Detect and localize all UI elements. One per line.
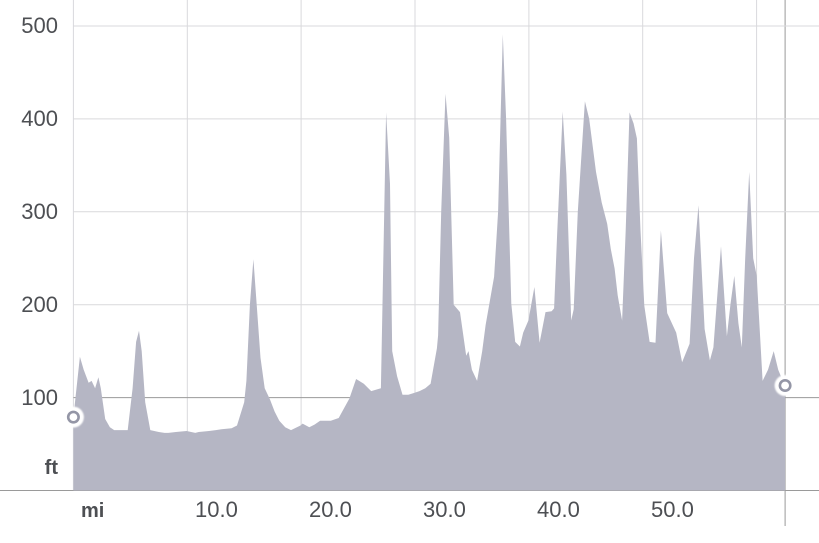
svg-text:400: 400	[21, 106, 58, 131]
svg-text:300: 300	[21, 199, 58, 224]
svg-text:10.0: 10.0	[195, 497, 238, 522]
svg-text:100: 100	[21, 385, 58, 410]
svg-text:20.0: 20.0	[309, 497, 352, 522]
svg-text:500: 500	[21, 13, 58, 38]
svg-text:30.0: 30.0	[423, 497, 466, 522]
svg-text:ft: ft	[45, 457, 59, 479]
svg-text:40.0: 40.0	[537, 497, 580, 522]
svg-text:50.0: 50.0	[651, 497, 694, 522]
svg-text:200: 200	[21, 292, 58, 317]
svg-text:mi: mi	[81, 500, 104, 522]
